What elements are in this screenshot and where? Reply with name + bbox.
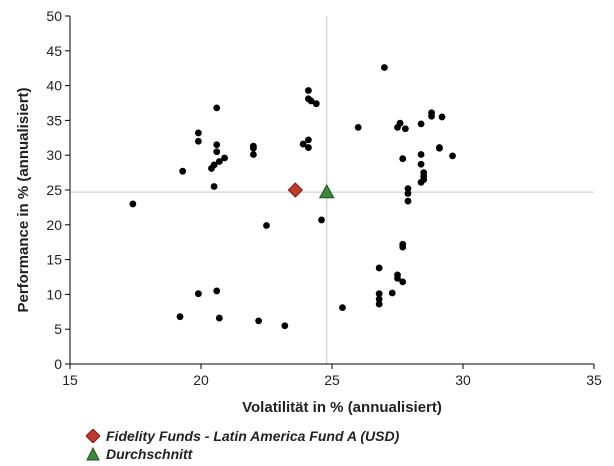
data-point [281, 322, 289, 330]
data-point [396, 119, 404, 127]
data-point [213, 141, 221, 149]
data-point [176, 313, 184, 321]
legend: Fidelity Funds - Latin America Fund A (U… [86, 427, 399, 463]
data-point [208, 165, 215, 172]
legend-label-fund: Fidelity Funds - Latin America Fund A (U… [106, 428, 400, 444]
data-point [263, 222, 270, 229]
y-tick-label: 30 [46, 147, 62, 163]
data-point [417, 120, 425, 128]
data-point [399, 278, 407, 286]
data-point [339, 304, 346, 312]
data-point [213, 148, 221, 156]
data-point [213, 287, 221, 295]
x-tick-label: 15 [62, 372, 78, 388]
data-point [179, 167, 187, 175]
data-point [255, 317, 263, 325]
data-point [318, 216, 325, 224]
y-tick-label: 45 [46, 43, 62, 59]
data-point [375, 290, 383, 298]
average-point-triangle [318, 184, 335, 199]
data-point [129, 200, 137, 208]
data-point [312, 100, 320, 108]
data-point [417, 151, 425, 158]
data-point [417, 160, 425, 168]
y-tick-label: 15 [46, 252, 62, 268]
data-point [375, 300, 383, 308]
y-tick-label: 0 [54, 356, 62, 372]
data-point [399, 155, 407, 163]
x-tick-label: 35 [586, 372, 602, 388]
data-point [404, 185, 412, 193]
data-point [394, 274, 401, 282]
fund-point-diamond [287, 182, 304, 198]
y-tick-label: 5 [54, 321, 62, 337]
x-tick-label: 25 [324, 372, 340, 388]
data-point [417, 178, 425, 186]
y-tick-label: 25 [46, 182, 62, 198]
data-point [449, 152, 456, 160]
data-point [404, 197, 412, 205]
data-point [305, 136, 312, 144]
legend-item-fund: Fidelity Funds - Latin America Fund A (U… [86, 427, 399, 445]
data-point [404, 190, 412, 197]
legend-label-average: Durchschnitt [106, 446, 193, 462]
data-point [436, 144, 443, 152]
data-point [354, 123, 362, 131]
data-point [399, 243, 407, 251]
data-point [250, 144, 257, 152]
data-point [375, 264, 383, 272]
data-point [438, 113, 446, 121]
x-axis-title: Volatilität in % (annualisiert) [242, 399, 442, 416]
data-point [194, 129, 202, 137]
data-point [307, 97, 315, 105]
data-point [194, 290, 202, 298]
y-tick-label: 10 [46, 286, 62, 302]
data-point [305, 144, 312, 151]
legend-item-average: Durchschnitt [86, 445, 399, 463]
data-point [299, 140, 307, 148]
data-point [213, 104, 221, 112]
x-tick-label: 20 [193, 372, 209, 388]
data-point [215, 158, 223, 165]
data-point [215, 314, 223, 322]
data-point [210, 183, 218, 190]
data-point [194, 137, 202, 145]
y-tick-label: 50 [46, 8, 62, 24]
data-point [381, 64, 388, 71]
diamond-marker-icon [86, 429, 100, 443]
data-point [250, 151, 257, 158]
y-tick-label: 20 [46, 217, 62, 233]
data-point [428, 109, 435, 117]
data-point [388, 289, 396, 297]
y-tick-label: 40 [46, 78, 62, 94]
data-point [401, 125, 409, 133]
x-tick-label: 30 [455, 372, 471, 388]
data-point [305, 87, 312, 94]
triangle-marker-icon [86, 447, 100, 461]
data-point [221, 154, 228, 162]
data-point [375, 295, 383, 303]
y-tick-label: 35 [46, 112, 62, 128]
y-axis-title: Performance in % (annualisiert) [15, 87, 32, 312]
